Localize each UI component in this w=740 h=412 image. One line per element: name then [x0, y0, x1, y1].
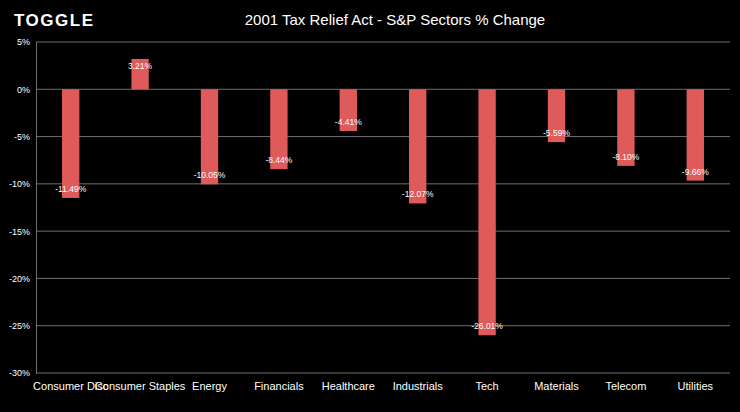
data-label: -8.44%: [265, 155, 292, 165]
x-axis: Consumer DiscConsumer StaplesEnergyFinan…: [33, 373, 713, 392]
y-tick: -30%: [9, 368, 36, 378]
y-axis: -30% -25% -20% -15% -10% -5% 0% 5%: [9, 37, 37, 378]
y-tick: -25%: [9, 321, 36, 331]
x-tick: Materials: [534, 373, 579, 392]
y-tick: -5%: [14, 132, 36, 142]
grid-line: [36, 231, 730, 232]
x-tick-label: Industrials: [393, 380, 444, 392]
y-tick-label: 0%: [17, 85, 30, 95]
data-label: -26.01%: [471, 321, 503, 331]
data-labels: -11.49% 3.21% -10.05% -8.44% -4.41% -12.07% -2…: [55, 61, 709, 331]
y-axis-line: [36, 43, 37, 374]
y-tick: -15%: [9, 227, 36, 237]
y-tick: 0%: [17, 85, 36, 95]
y-tick-label: -20%: [9, 274, 30, 284]
x-tick: Utilities: [678, 373, 714, 392]
y-tick: 5%: [17, 37, 36, 47]
x-tick: Consumer Staples: [95, 373, 186, 392]
title: 2001 Tax Relief Act - S&P Sectors % Chan…: [245, 11, 545, 28]
grid-line: [36, 278, 730, 279]
data-label: -12.07%: [402, 189, 434, 199]
x-tick-label: Telecom: [605, 380, 646, 392]
grid-line: [36, 325, 730, 326]
y-tick-label: 5%: [17, 37, 30, 47]
x-tick-label: Healthcare: [322, 380, 375, 392]
logo: TOGGLE: [14, 11, 94, 30]
y-tick: -10%: [9, 179, 36, 189]
x-tick-label: Consumer Staples: [95, 380, 186, 392]
y-tick-label: -10%: [9, 179, 30, 189]
y-tick-label: -30%: [9, 368, 30, 378]
x-tick: Energy: [192, 373, 227, 392]
x-tick-label: Utilities: [678, 380, 714, 392]
data-label: 3.21%: [128, 61, 153, 71]
x-tick-label: Materials: [534, 380, 579, 392]
x-tick: Telecom: [605, 373, 646, 392]
data-label: -10.05%: [194, 170, 226, 180]
x-tick-label: Financials: [254, 380, 304, 392]
data-label: -11.49%: [55, 184, 86, 194]
grid-line: [36, 183, 730, 184]
bars: [62, 59, 704, 335]
y-tick-label: -25%: [9, 321, 30, 331]
y-tick-label: -15%: [9, 227, 30, 237]
data-label: -4.41%: [335, 117, 362, 127]
data-label: -9.66%: [682, 167, 709, 177]
y-tick-label: -5%: [14, 132, 30, 142]
data-label: -8.10%: [612, 152, 639, 162]
grid-line: [36, 42, 730, 43]
x-tick: Industrials: [393, 373, 444, 392]
bar: [409, 89, 426, 203]
grid-line: [36, 373, 730, 374]
y-tick: -20%: [9, 274, 36, 284]
x-tick-label: Energy: [192, 380, 227, 392]
background: [0, 0, 740, 412]
x-tick-label: Tech: [475, 380, 498, 392]
x-tick: Healthcare: [322, 373, 375, 392]
chart: -30%-25%-20%-15%-10%-5%0%5%Consumer Disc…: [0, 0, 740, 412]
bar: [62, 89, 79, 198]
grid: [36, 42, 730, 373]
bar: [478, 89, 495, 335]
x-tick: Tech: [475, 373, 498, 392]
data-label: -5.59%: [543, 128, 570, 138]
plot: -30%-25%-20%-15%-10%-5%0%5%Consumer Disc…: [9, 37, 730, 391]
x-tick: Financials: [254, 373, 304, 392]
